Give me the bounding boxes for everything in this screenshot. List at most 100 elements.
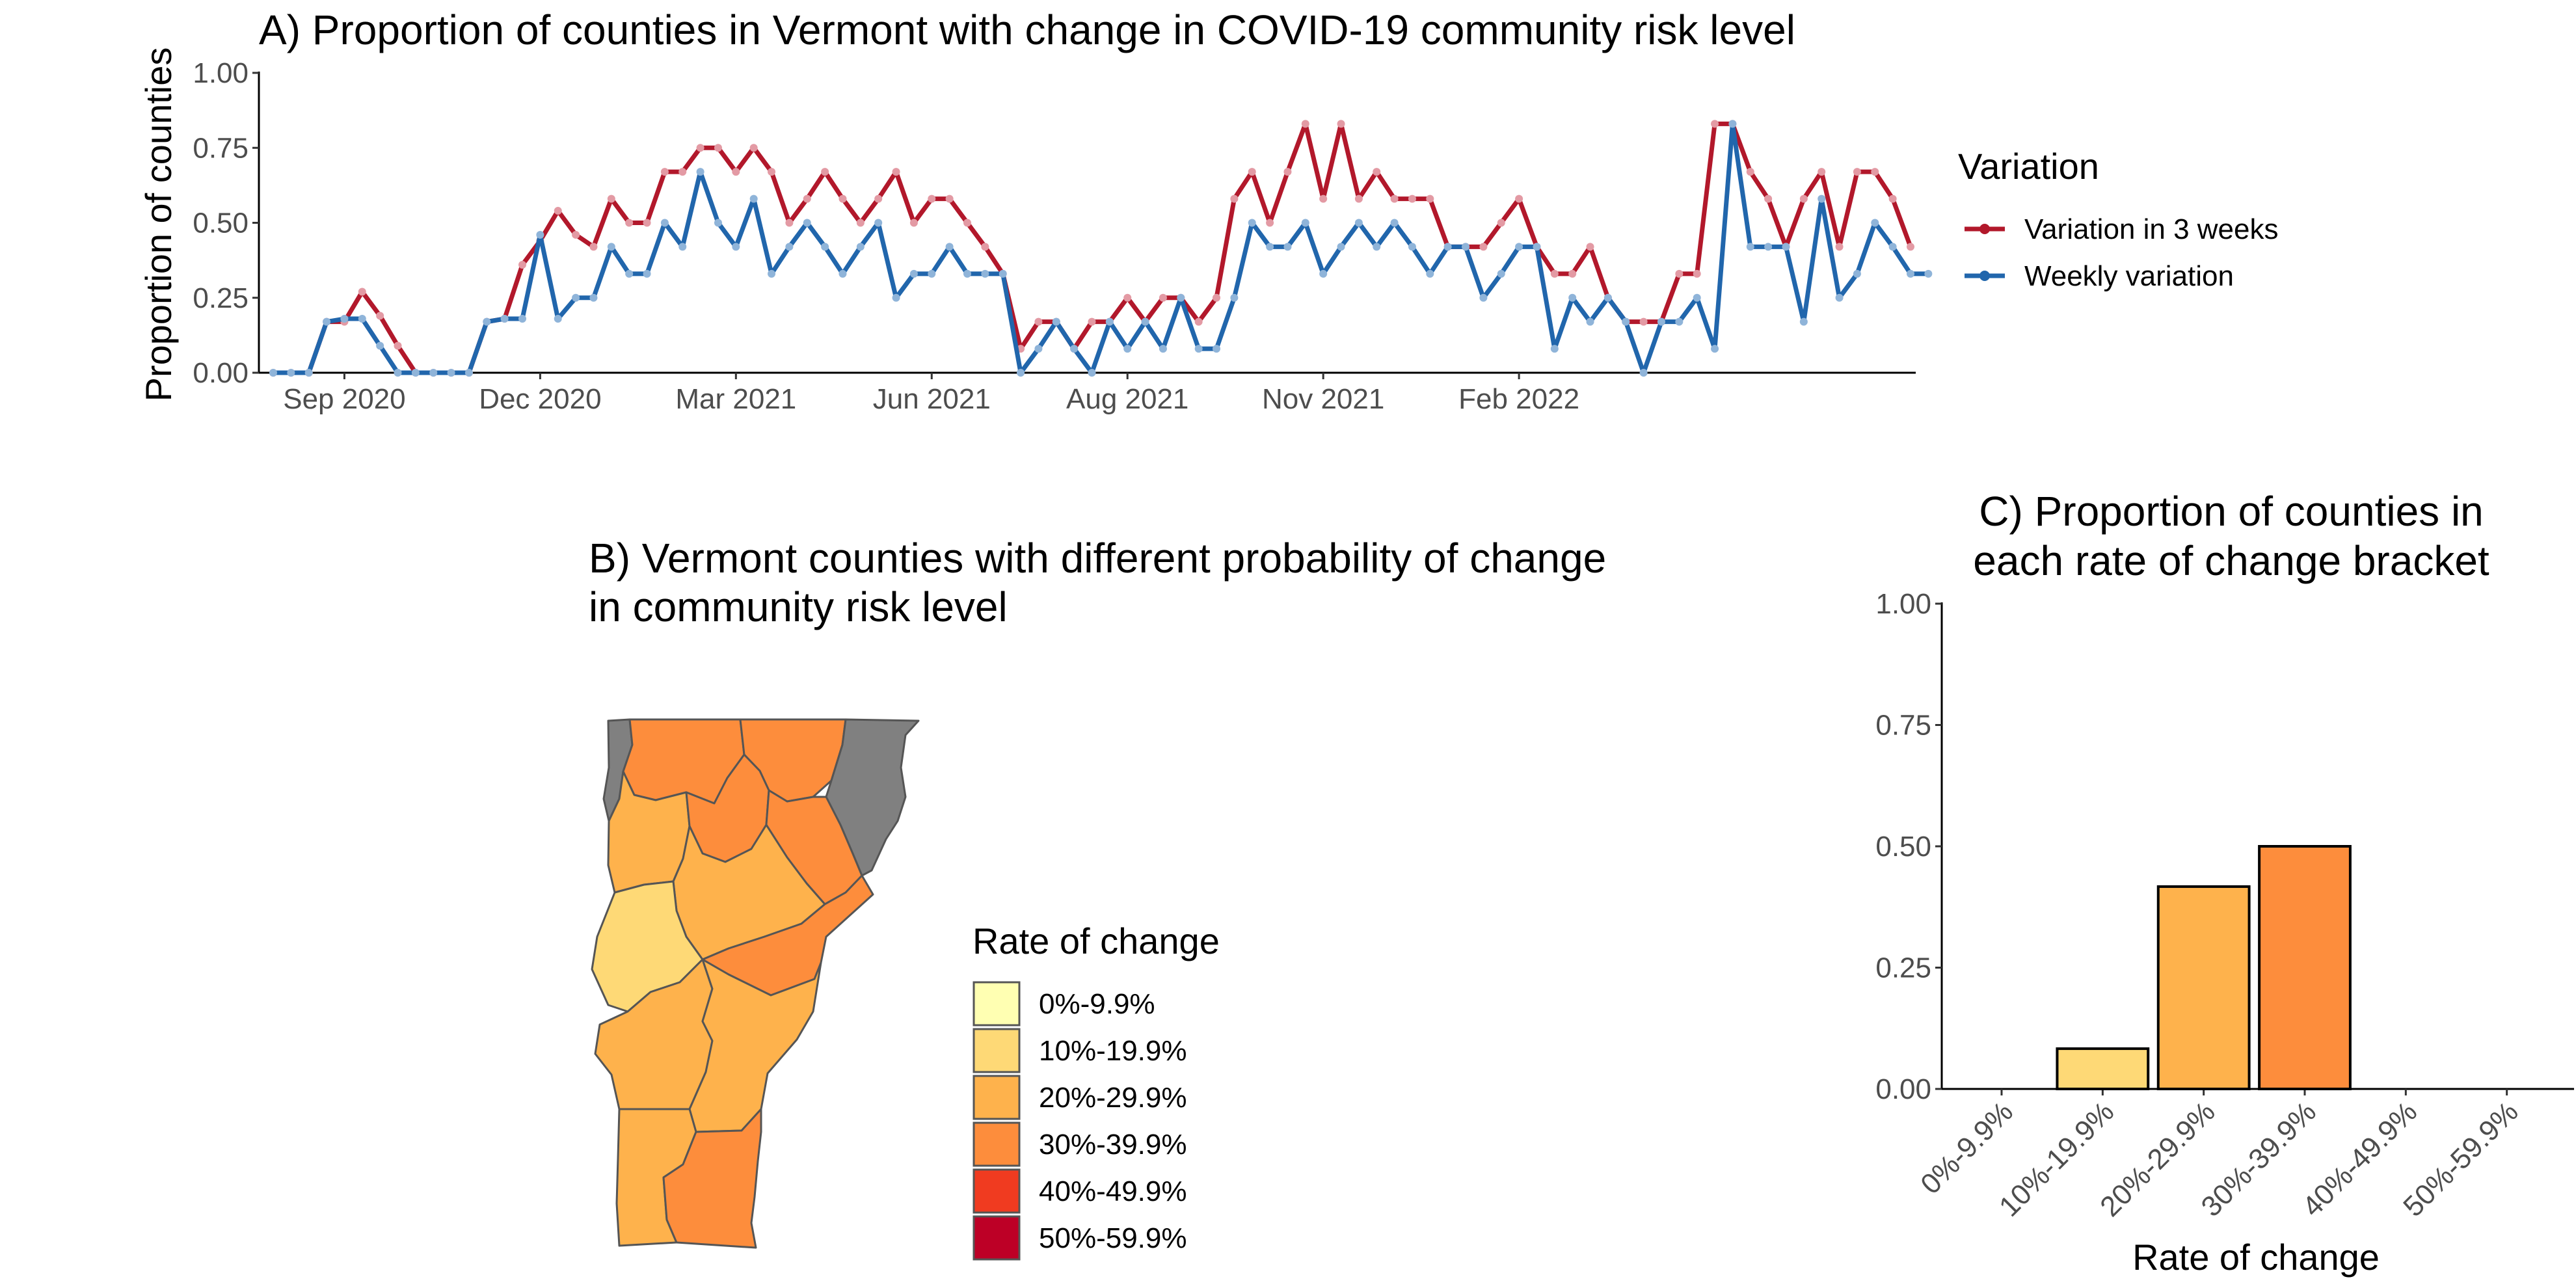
- data-point: [1924, 269, 1933, 278]
- panel-a-series-weekly-variation: [269, 120, 1933, 377]
- data-point: [1497, 269, 1505, 278]
- county-essex: [825, 718, 920, 877]
- panel-c-x-axis-title: Rate of change: [2132, 1237, 2380, 1278]
- data-point: [1479, 243, 1488, 251]
- data-point: [1818, 168, 1826, 176]
- data-point: [1390, 219, 1399, 227]
- data-point: [1354, 219, 1363, 227]
- legend-swatch: [973, 1028, 1021, 1073]
- data-point: [1533, 243, 1541, 251]
- data-point: [323, 317, 331, 326]
- data-point: [1888, 195, 1897, 203]
- data-point: [803, 219, 811, 227]
- panel-a-series-variation-3-weeks: [269, 120, 1914, 377]
- series-line: [273, 121, 1929, 375]
- data-point: [1835, 293, 1844, 302]
- data-point: [1835, 243, 1844, 251]
- data-point: [821, 168, 829, 176]
- data-point: [1711, 345, 1719, 353]
- data-point: [1907, 243, 1914, 251]
- data-point: [1764, 243, 1773, 251]
- data-point: [394, 342, 402, 350]
- data-point: [1177, 293, 1185, 302]
- data-point: [1301, 120, 1309, 128]
- data-point: [1105, 317, 1114, 326]
- data-point: [1799, 317, 1808, 326]
- panel-a-axes: 0.00 0.25 0.50 0.75 1.00 Sep 2020 Dec 2020 Mar …: [193, 57, 1916, 415]
- data-point: [909, 269, 918, 278]
- panel-a-x-tick-label: Jun 2021: [873, 383, 991, 415]
- panel-a-x-tick-label: Feb 2022: [1458, 383, 1579, 415]
- legend-label: 40%-49.9%: [1039, 1175, 1187, 1207]
- data-point: [1017, 369, 1025, 377]
- county-windham: [662, 1108, 762, 1249]
- data-point: [1408, 243, 1416, 251]
- data-point: [1319, 195, 1328, 203]
- data-point: [1373, 168, 1381, 176]
- panel-b: B) Vermont counties with different proba…: [589, 535, 1606, 1261]
- data-point: [732, 168, 740, 176]
- data-point: [981, 243, 989, 251]
- data-point: [928, 195, 936, 203]
- data-point: [839, 269, 847, 278]
- data-point: [1070, 345, 1079, 353]
- data-point: [1283, 243, 1292, 251]
- data-point: [696, 168, 704, 176]
- data-point: [660, 219, 669, 227]
- data-point: [643, 269, 651, 278]
- data-point: [1515, 195, 1523, 203]
- panel-b-legend: 0%-9.9% 10%-19.9% 20%-29.9% 30%-39.9% 40%-49…: [973, 981, 1187, 1261]
- data-point: [643, 219, 651, 227]
- panel-b-legend-title: Rate of change: [973, 920, 1220, 961]
- data-point: [340, 315, 349, 323]
- data-point: [625, 269, 634, 278]
- data-point: [1550, 345, 1559, 353]
- bar: [2156, 885, 2251, 1090]
- panel-c-y-tick-label: 0.00: [1875, 1073, 1931, 1105]
- panel-a-y-tick-label: 0.25: [193, 282, 248, 314]
- data-point: [714, 144, 722, 152]
- data-point: [464, 369, 473, 377]
- bar: [2258, 845, 2352, 1090]
- panel-a-title: A) Proportion of counties in Vermont wit…: [259, 7, 1795, 53]
- data-point: [909, 219, 918, 227]
- data-point: [856, 243, 865, 251]
- panel-c-y-tick-label: 1.00: [1875, 588, 1931, 620]
- data-point: [1248, 168, 1256, 176]
- data-point: [554, 315, 562, 323]
- data-point: [1408, 195, 1416, 203]
- data-point: [447, 369, 455, 377]
- data-point: [358, 288, 366, 296]
- data-point: [785, 243, 794, 251]
- legend-label: 0%-9.9%: [1039, 988, 1155, 1020]
- data-point: [1639, 317, 1648, 326]
- data-point: [856, 219, 865, 227]
- panel-a-series: [269, 120, 1933, 377]
- data-point: [1034, 317, 1043, 326]
- data-point: [768, 269, 776, 278]
- data-point: [1088, 317, 1096, 326]
- data-point: [963, 269, 971, 278]
- data-point: [839, 195, 847, 203]
- data-point: [1462, 243, 1470, 251]
- panel-a: A) Proportion of counties in Vermont wit…: [138, 7, 2279, 415]
- data-point: [1782, 243, 1790, 251]
- data-point: [1497, 219, 1505, 227]
- panel-b-title-line2: in community risk level: [589, 584, 1008, 630]
- data-point: [892, 293, 900, 302]
- data-point: [678, 168, 687, 176]
- data-point: [625, 219, 634, 227]
- data-point: [1443, 243, 1452, 251]
- data-point: [1818, 195, 1826, 203]
- data-point: [981, 269, 989, 278]
- data-point: [1373, 243, 1381, 251]
- legend-label: 20%-29.9%: [1039, 1082, 1187, 1114]
- panel-a-x-tick-label: Aug 2021: [1066, 383, 1188, 415]
- data-point: [749, 144, 758, 152]
- data-point: [945, 243, 954, 251]
- panel-a-y-tick-label: 0.75: [193, 132, 248, 164]
- data-point: [1248, 219, 1256, 227]
- data-point: [287, 369, 295, 377]
- data-point: [785, 219, 794, 227]
